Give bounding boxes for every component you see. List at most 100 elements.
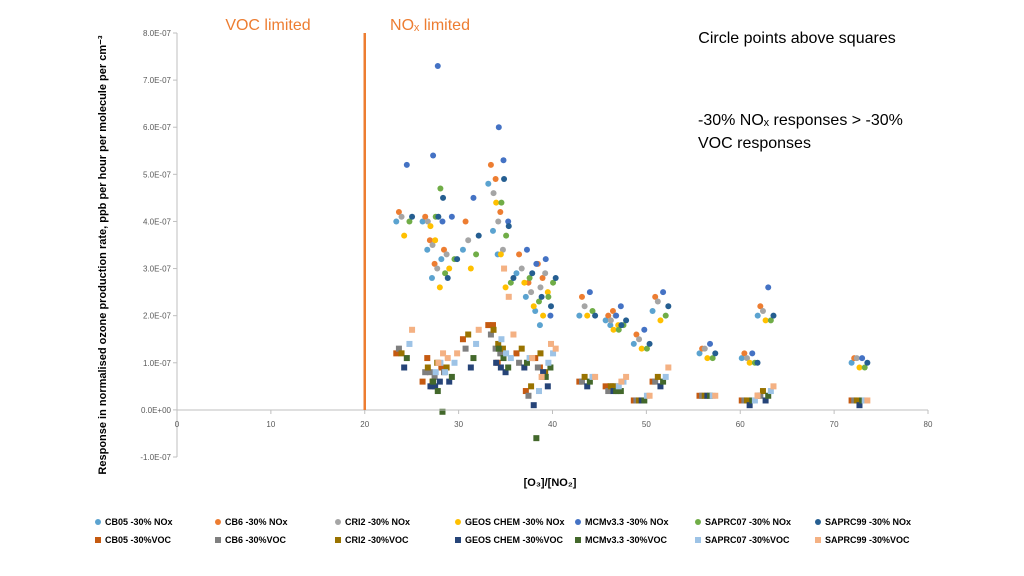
data-point-square [495,340,502,347]
data-point-square [406,340,413,347]
data-point-circle [427,223,434,230]
data-point-square [605,388,612,395]
data-point-circle [507,279,514,286]
data-point-circle [576,312,583,319]
data-point-square [521,364,528,371]
data-point-circle [489,227,496,234]
data-point-circle [744,355,751,362]
data-point-square [540,369,547,376]
legend-entry: CB6 -30% NOx [225,517,288,527]
data-point-circle [473,251,480,258]
data-point-circle [475,232,482,239]
data-point-circle [623,317,630,324]
data-point-square [505,293,512,300]
data-point-square [770,383,777,390]
data-point-square [613,388,620,395]
data-point-circle [654,298,661,305]
data-point-square [485,322,492,329]
x-axis-title: [O₃]/[NO₂] [524,477,577,489]
data-point-circle [525,279,532,286]
data-point-square [493,359,500,366]
data-point-square [510,331,517,338]
data-point-circle [459,246,466,253]
x-tick-label: 40 [548,420,557,429]
data-point-circle [401,232,408,239]
data-point-circle [589,307,596,314]
data-point-circle [435,213,442,220]
data-point-square [592,373,599,380]
data-point-square [434,388,441,395]
data-point-circle [765,284,772,291]
data-point-square [759,388,766,395]
data-point-square [660,378,667,385]
data-point-circle [495,124,502,131]
data-point-square [623,373,630,380]
data-point-circle [522,293,529,300]
data-point-circle [607,322,614,329]
data-point-circle [586,289,593,296]
legend-entry: SAPRC99 -30%VOC [825,535,910,545]
data-point-square [518,345,525,352]
data-point-square [545,359,552,366]
data-point-circle [770,312,777,319]
data-point-square [550,350,557,357]
data-point-circle [638,345,645,352]
data-point-circle [662,312,669,319]
y-axis-title: Response in normalised ozone production … [97,35,109,474]
data-point-circle [581,303,588,310]
data-point-circle [848,359,855,366]
data-point-circle [490,190,497,197]
data-point-circle [746,359,753,366]
data-point-square [487,331,494,338]
data-point-square [454,350,461,357]
data-point-square [765,392,772,399]
y-tick-label: 8.0E-07 [143,29,172,38]
data-point-circle [393,218,400,225]
data-point-square [853,397,860,404]
data-point-square [503,350,510,357]
data-point-circle [395,209,402,216]
data-point-circle [610,326,617,333]
data-point-circle [641,326,648,333]
y-tick-label: 3.0E-07 [143,265,172,274]
data-point-square [440,350,447,357]
data-point-square [612,383,619,390]
data-point-square [435,359,442,366]
data-point-circle [462,218,469,225]
data-point-circle [759,307,766,314]
data-point-square [654,373,661,380]
data-point-circle [429,242,436,248]
data-point-circle [505,218,512,225]
x-tick-label: 70 [830,420,839,429]
legend-entry: SAPRC07 -30%VOC [705,535,790,545]
y-tick-label: -1.0E-07 [140,453,171,462]
data-point-circle [539,274,546,281]
note-nox-vs-voc-line1: -30% NOₓ responses > -30% [698,112,903,129]
data-point-circle [584,312,591,319]
legend-marker [575,519,581,525]
data-point-square [492,345,499,352]
data-point-circle [537,284,544,291]
data-point-square [424,355,431,362]
legend-entry: MCMv3.3 -30% NOx [585,517,669,527]
data-point-circle [550,279,557,286]
data-point-circle [485,180,492,187]
data-point-circle [503,232,510,239]
data-point-square [529,355,536,362]
data-point-circle [547,303,554,310]
data-point-circle [578,293,585,300]
data-point-circle [545,293,552,300]
legend-marker [215,519,221,525]
data-point-circle [492,176,499,183]
y-tick-label: 7.0E-07 [143,76,172,85]
data-point-circle [446,265,453,272]
data-point-square [498,336,505,343]
data-point-square [448,373,455,380]
data-point-circle [749,350,756,357]
data-point-circle [443,251,450,258]
data-point-circle [618,322,625,329]
x-tick-label: 60 [736,420,745,429]
data-point-square [443,364,450,371]
data-point-circle [615,326,622,333]
data-point-circle [609,307,616,314]
